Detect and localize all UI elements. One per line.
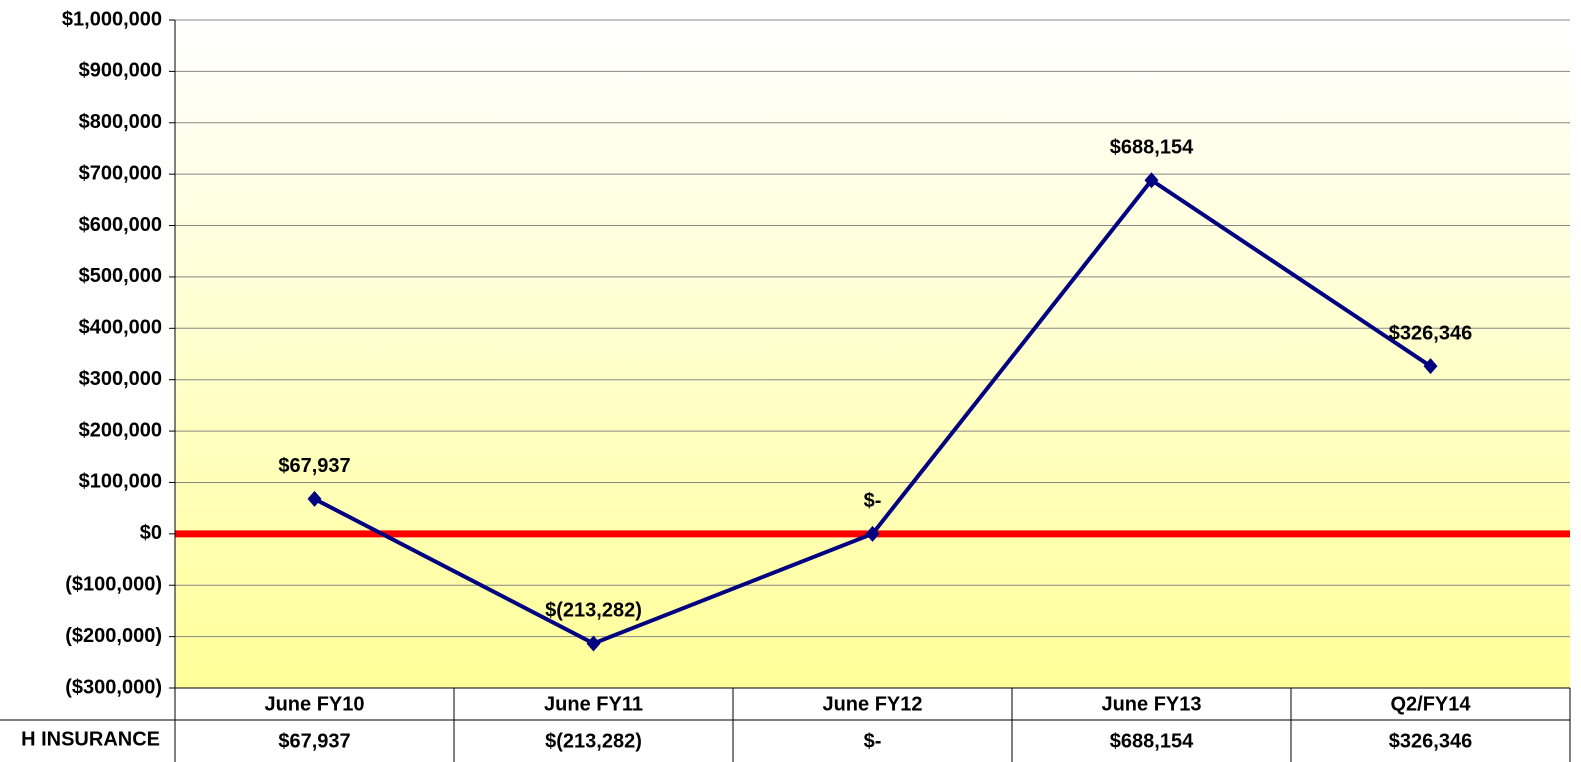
table-value: $326,346 [1389,730,1472,752]
y-tick-label: $300,000 [79,368,162,390]
table-value: $688,154 [1110,730,1194,752]
y-tick-label: $900,000 [79,60,162,82]
table-value: $67,937 [278,730,350,752]
table-series-name: H INSURANCE [21,728,160,750]
data-label: $- [864,490,882,512]
data-label: $326,346 [1389,322,1472,344]
y-tick-label: $100,000 [79,471,162,493]
y-tick-label: ($300,000) [65,676,162,698]
x-tick-label: June FY12 [822,693,922,715]
marker [1423,358,1438,375]
y-tick-label: $600,000 [79,214,162,236]
table-value: $- [864,730,882,752]
y-tick-label: ($100,000) [65,574,162,596]
x-tick-label: Q2/FY14 [1390,693,1471,715]
plot-area [175,20,1570,688]
y-tick-label: $500,000 [79,265,162,287]
marker [1144,172,1159,189]
y-tick-label: $800,000 [79,111,162,133]
x-tick-label: June FY13 [1101,693,1201,715]
y-tick-label: ($200,000) [65,625,162,647]
x-tick-label: June FY10 [264,693,364,715]
y-tick-label: $1,000,000 [62,8,162,30]
table-value: $(213,282) [545,730,642,752]
marker [865,525,880,542]
marker [586,635,601,652]
marker [307,490,322,507]
data-label: $(213,282) [545,600,642,622]
data-label: $688,154 [1110,137,1194,159]
y-tick-label: $0 [140,522,162,544]
y-tick-label: $400,000 [79,317,162,339]
y-tick-label: $200,000 [79,419,162,441]
x-tick-label: June FY11 [544,693,643,715]
y-tick-label: $700,000 [79,162,162,184]
data-label: $67,937 [278,455,350,477]
